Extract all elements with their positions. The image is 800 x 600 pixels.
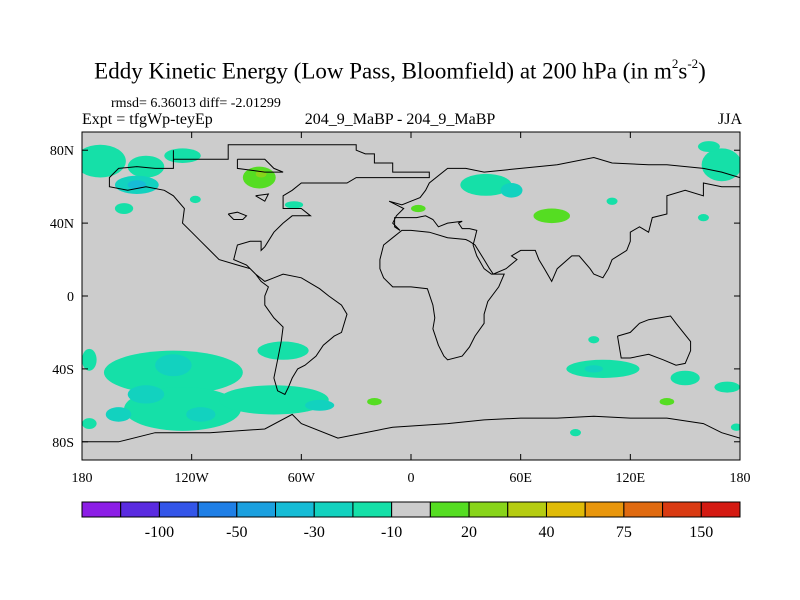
colorbar-box: [197, 501, 238, 518]
anomaly-region: [500, 183, 523, 198]
anomaly-region: [105, 407, 132, 422]
chart-title: Eddy Kinetic Energy (Low Pass, Bloomfiel…: [0, 56, 800, 85]
colorbar-box: [81, 501, 122, 518]
anomaly-region: [730, 423, 740, 431]
colorbar-box: [313, 501, 354, 518]
anomaly-region: [257, 341, 309, 360]
title-sup-2: -2: [687, 56, 699, 71]
colorbar-box: [507, 501, 547, 518]
colorbar-box: [662, 501, 702, 518]
y-tick-label: 40S: [52, 363, 74, 378]
coastline: [617, 315, 692, 366]
stats-label: rmsd= 6.36013 diff= -2.01299: [111, 96, 281, 111]
anomaly-regions: [82, 141, 740, 437]
anomaly-region: [164, 148, 201, 163]
anomaly-region: [189, 195, 201, 204]
colorbar-box: [468, 501, 509, 518]
y-tick-label: 80N: [50, 144, 74, 159]
colorbar-box: [623, 501, 664, 518]
anomaly-region: [114, 203, 134, 215]
coastline: [227, 211, 248, 220]
anomaly-region: [186, 407, 216, 422]
anomaly-region: [697, 214, 709, 222]
x-tick-label: 60E: [509, 471, 532, 486]
colorbar-label: 20: [461, 524, 477, 541]
colorbar-box: [158, 501, 199, 518]
anomaly-region: [659, 398, 675, 406]
coastline: [82, 413, 740, 443]
anomaly-region: [460, 173, 512, 196]
anomaly-region: [284, 201, 304, 209]
title-sup-1: 2: [671, 56, 679, 71]
title-mid: s: [678, 58, 688, 84]
anomaly-region: [127, 155, 165, 178]
x-tick-label: 0: [408, 471, 415, 486]
colorbar-label: -30: [304, 524, 325, 541]
colorbar-box: [120, 501, 160, 518]
anomaly-region: [304, 399, 335, 411]
colorbar-label: 75: [616, 524, 632, 541]
x-tick-label: 180: [730, 471, 751, 486]
colorbar-box: [275, 501, 315, 518]
title-end: ): [698, 58, 706, 84]
anomaly-region: [533, 208, 571, 224]
anomaly-region: [155, 354, 192, 377]
x-tick-label: 60W: [288, 471, 316, 486]
colorbar-label: -10: [381, 524, 402, 541]
anomaly-region: [714, 381, 740, 393]
anomaly-region: [588, 336, 600, 344]
anomaly-region: [127, 385, 165, 404]
coastline: [236, 158, 284, 173]
colorbar-label: -100: [145, 524, 174, 541]
colorbar: -100 -50 -30 -10 20 40 75 150: [81, 501, 741, 541]
y-tick-label: 0: [67, 290, 74, 305]
axis-ticks: 180 120W 60W 0 60E 120E 180 80N 40N 0 40S 80S: [50, 132, 751, 486]
anomaly-region: [697, 141, 720, 153]
season-label: JJA: [717, 111, 742, 128]
anomaly-region: [606, 197, 618, 205]
colorbar-label: -50: [226, 524, 247, 541]
anomaly-region: [566, 359, 640, 378]
colorbar-box: [700, 501, 741, 518]
colorbar-box: [236, 501, 277, 518]
colorbar-label: 40: [538, 524, 554, 541]
anomaly-region: [584, 365, 603, 373]
x-tick-label: 180: [72, 471, 93, 486]
anomaly-region: [82, 348, 97, 371]
coastline: [379, 156, 740, 361]
anomaly-region: [670, 370, 700, 386]
coastlines: [82, 144, 740, 443]
anomaly-region: [219, 385, 329, 415]
coastline: [108, 144, 430, 396]
anomaly-region: [701, 148, 740, 182]
colorbar-box: [429, 501, 470, 518]
y-tick-label: 80S: [52, 436, 74, 451]
colorbar-label: 150: [689, 524, 713, 541]
anomaly-region: [570, 429, 581, 437]
x-tick-label: 120W: [175, 471, 210, 486]
anomaly-region: [82, 144, 126, 178]
coastline: [255, 193, 270, 202]
colorbar-box: [391, 501, 431, 518]
colorbar-box: [545, 501, 586, 518]
y-tick-label: 40N: [50, 217, 74, 232]
colorbar-box: [584, 501, 625, 518]
x-tick-label: 120E: [616, 471, 646, 486]
anomaly-region: [82, 418, 97, 430]
anomaly-region: [367, 398, 382, 406]
anomaly-region: [411, 204, 426, 213]
center-label: 204_9_MaBP - 204_9_MaBP: [304, 111, 496, 128]
colorbar-box: [352, 501, 393, 518]
title-main: Eddy Kinetic Energy (Low Pass, Bloomfiel…: [94, 58, 672, 84]
expt-label: Expt = tfgWp-teyEp: [82, 111, 213, 128]
